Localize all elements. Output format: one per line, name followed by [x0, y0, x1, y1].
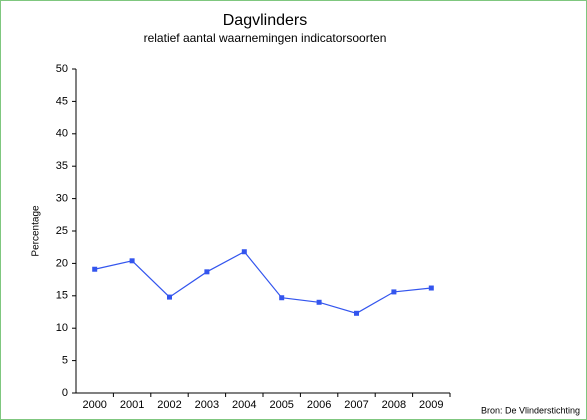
chart-subtitle: relatief aantal waarnemingen indicatorso… — [144, 31, 387, 45]
x-tick-label: 2006 — [307, 399, 331, 411]
y-tick-label: 25 — [56, 225, 68, 237]
source: Bron: De Vlinderstichting — [481, 405, 580, 415]
line — [94, 250, 432, 314]
marker — [428, 285, 434, 291]
x-tick-label: 2004 — [232, 399, 256, 411]
y-tick-label: 15 — [56, 290, 68, 302]
x-tick-label: 2005 — [269, 399, 293, 411]
x-tick-label: 2002 — [157, 399, 181, 411]
y-tick-label: 0 — [62, 387, 68, 399]
x-tick-label: 2009 — [419, 399, 443, 411]
y-tick-label: 10 — [56, 322, 68, 334]
y-tick-label: 50 — [56, 63, 68, 75]
marker — [279, 295, 285, 301]
marker — [391, 289, 397, 295]
marker — [354, 310, 359, 316]
y-tick-label: 45 — [56, 95, 68, 107]
x-tick-label: 2001 — [120, 399, 144, 411]
x-tick-label: 2000 — [82, 399, 106, 411]
y-tick-label: 30 — [56, 193, 68, 205]
x-tick-label: 2008 — [382, 399, 406, 411]
y-tick-label: 35 — [56, 160, 68, 172]
x-tick-label: 2003 — [195, 399, 219, 411]
y-tick-label: 20 — [56, 257, 68, 269]
y-tick-label: 40 — [56, 128, 68, 140]
marker — [167, 294, 172, 300]
marker — [204, 269, 210, 275]
marker — [129, 258, 135, 264]
y-tick-label: 5 — [62, 355, 68, 367]
chart-title: Dagvlinders — [223, 12, 307, 29]
marker — [241, 249, 247, 255]
marker — [92, 266, 98, 272]
x-tick-label: 2007 — [344, 399, 368, 411]
marker — [316, 299, 322, 305]
y-axis-label: Percentage — [31, 205, 42, 257]
